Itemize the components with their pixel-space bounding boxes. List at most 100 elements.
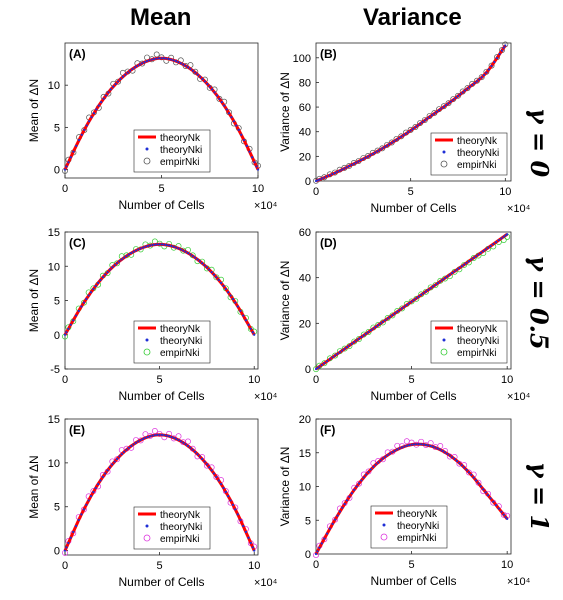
panel-f-theoryNki-point	[439, 448, 442, 451]
panel-b-theoryNki-point	[395, 138, 398, 141]
panel-c-theoryNki-point	[196, 258, 199, 261]
panel-a-theoryNki-point	[199, 75, 202, 78]
panel-d-theoryNki-point	[328, 358, 331, 361]
panel-d-theoryNki-point	[360, 335, 363, 339]
panel-a-theoryNki-point	[121, 75, 124, 78]
panel-b-theoryNki-point	[416, 124, 419, 127]
panel-d-theoryNki-point	[497, 239, 500, 242]
panel-e-theoryNki-point	[151, 434, 154, 437]
panel-c-theoryNki-point	[65, 331, 68, 334]
panel-e-theoryNki-point	[193, 450, 197, 453]
panel-c-theoryNki-point	[149, 244, 152, 247]
panel-c-theoryNki-point	[99, 278, 102, 282]
panel-d-ytick-label: 0	[305, 364, 311, 376]
panel-d-theoryNki-point	[472, 256, 475, 259]
panel-b-theoryNki-point	[435, 110, 438, 114]
panel-d-theoryNki-point	[465, 261, 468, 265]
panel-a-theoryNki-point	[92, 112, 96, 115]
panel-f-theoryNki-point	[362, 476, 365, 479]
panel-d-theoryNki-point	[374, 325, 377, 329]
panel-a-theoryNki-point	[162, 57, 166, 60]
panel-a-theoryNki-point	[141, 62, 144, 65]
panel-b-theoryNki-point	[340, 168, 344, 171]
panel-d-theoryNki-point	[446, 275, 449, 278]
panel-f-x-exponent: ×10⁴	[507, 576, 531, 588]
panel-a-theoryNki-point	[148, 59, 151, 62]
panel-e-xtick-label: 0	[62, 560, 68, 572]
panel-a-theoryNki-point	[67, 161, 70, 164]
panel-e-theoryNki-point	[115, 457, 119, 461]
panel-e-theoryNki-point	[253, 549, 256, 552]
panel-c-theoryNki-point	[123, 256, 126, 259]
panel-d-theoryNki-point	[381, 320, 385, 323]
panel-b-theoryNki-point	[433, 112, 436, 115]
panel-b-theoryNki-point	[466, 87, 469, 90]
panel-e-ytick-label: 15	[48, 414, 60, 426]
panel-a-theoryNki-point	[225, 108, 228, 111]
panel-d-theoryNki-point	[455, 268, 459, 271]
panel-e-theoryNki-point	[234, 508, 237, 511]
panel-f-theoryNki-point	[475, 479, 478, 482]
panel-f-theoryNki-point	[374, 463, 377, 466]
panel-a-theoryNki-point	[242, 139, 246, 142]
panel-f-theoryNki-point	[396, 448, 399, 451]
panel-b-theoryNki-point	[397, 137, 400, 140]
panel-a-theoryNki-point	[126, 71, 129, 74]
panel-a-theoryNki-point	[77, 139, 81, 142]
panel-b-theoryNki-point	[320, 177, 323, 180]
panel-e-theoryNki-point	[120, 452, 123, 456]
panel-a-theoryNki-point	[116, 80, 120, 83]
panel-d-theoryNki-point	[470, 258, 473, 261]
panel-d-theoryNki-point	[384, 319, 387, 322]
panel-f-theoryNki-point	[338, 510, 341, 513]
panel-b-theoryNki-point	[407, 130, 410, 134]
panel-d-theoryNki-point	[451, 271, 454, 275]
panel-e-theoryNki-point	[87, 499, 90, 502]
panel-f-theoryNki-point	[420, 443, 423, 446]
panel-a-theoryNki-point	[97, 104, 100, 107]
panel-d-theoryNki-point	[341, 349, 344, 352]
panel-e-theoryNki-point	[134, 441, 138, 444]
panel-c-theoryNki-point	[130, 251, 133, 255]
panel-e-legend-label: empirNki	[160, 534, 199, 545]
panel-b-theoryNki-point	[390, 141, 393, 144]
panel-e-theoryNki-point	[167, 435, 171, 438]
panel-b-theoryNki-point	[456, 95, 460, 98]
panel-d-theoryNki-point	[323, 362, 326, 365]
panel-f-theoryNki-point	[345, 499, 349, 502]
panel-a-theoryNki-point	[69, 156, 72, 159]
panel-d-theoryNki-point	[320, 363, 323, 367]
panel-f-theoryNki-point	[482, 488, 485, 491]
panel-f-legend-label: theoryNk	[397, 509, 438, 520]
panel-c-ytick-label: 15	[48, 227, 60, 239]
panel-f-theoryNki-point	[360, 479, 363, 482]
panel-d-theoryNki-point	[436, 282, 439, 285]
panel-b-theoryNki-point	[402, 134, 405, 137]
panel-c-theoryNki-point	[108, 268, 112, 271]
panel-a-theoryNki-point	[167, 57, 170, 61]
panel-c-theoryNki-point	[186, 251, 190, 255]
panel-c-theoryNki-point	[139, 247, 142, 250]
panel-b-xtick-label: 5	[408, 186, 414, 198]
panel-f-theoryNki-point	[353, 488, 356, 491]
panel-b-legend-label: empirNki	[457, 160, 496, 171]
panel-c-xtick-label: 0	[62, 374, 68, 386]
panel-e-theoryNki-point	[141, 437, 145, 441]
panel-e-theoryNki-point	[156, 433, 159, 436]
panel-a-xtick-label: 10	[252, 183, 264, 195]
panel-c-theoryNki-point	[151, 243, 154, 247]
panel-f-theoryNki-point	[470, 473, 473, 476]
panel-d-xlabel: Number of Cells	[370, 389, 456, 403]
panel-c-theoryNki-point	[82, 301, 86, 304]
panel-f-theoryNki-point	[408, 444, 411, 447]
panel-f-theoryNki-point	[500, 510, 503, 513]
panel-f-theoryNki-point	[355, 485, 358, 488]
panel-a-theoryNki-point	[104, 94, 108, 97]
panel-b-ytick-label: 0	[305, 176, 311, 188]
panel-c-ytick-label: 5	[54, 296, 60, 308]
panel-d-theoryNki-point	[408, 302, 411, 305]
panel-f-theoryNki-point	[367, 470, 370, 474]
panel-a-legend-swatch-theoryNki	[145, 147, 149, 151]
panel-f-theoryNki-point	[484, 491, 487, 494]
